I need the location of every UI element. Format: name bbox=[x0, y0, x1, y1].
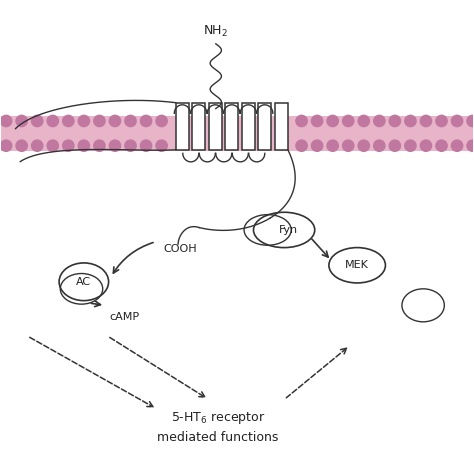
Circle shape bbox=[140, 140, 152, 151]
Circle shape bbox=[32, 140, 43, 151]
Circle shape bbox=[32, 115, 43, 127]
Circle shape bbox=[78, 115, 90, 127]
Circle shape bbox=[467, 115, 474, 127]
Text: MEK: MEK bbox=[345, 260, 369, 270]
Circle shape bbox=[451, 115, 463, 127]
FancyBboxPatch shape bbox=[242, 103, 255, 150]
Circle shape bbox=[327, 140, 338, 151]
Ellipse shape bbox=[402, 289, 444, 322]
Circle shape bbox=[0, 140, 12, 151]
Circle shape bbox=[420, 140, 432, 151]
Circle shape bbox=[140, 115, 152, 127]
Circle shape bbox=[125, 140, 136, 151]
Circle shape bbox=[47, 140, 58, 151]
FancyBboxPatch shape bbox=[209, 103, 222, 150]
Circle shape bbox=[311, 115, 323, 127]
Circle shape bbox=[125, 115, 136, 127]
Circle shape bbox=[327, 115, 338, 127]
Circle shape bbox=[389, 115, 401, 127]
Circle shape bbox=[405, 140, 416, 151]
Text: 5-HT$_6$ receptor: 5-HT$_6$ receptor bbox=[171, 410, 265, 427]
Circle shape bbox=[358, 115, 369, 127]
Text: NH$_2$: NH$_2$ bbox=[203, 24, 228, 39]
Circle shape bbox=[296, 115, 307, 127]
Circle shape bbox=[63, 140, 74, 151]
Circle shape bbox=[467, 140, 474, 151]
FancyBboxPatch shape bbox=[192, 103, 205, 150]
Circle shape bbox=[156, 140, 167, 151]
Circle shape bbox=[94, 140, 105, 151]
Text: mediated functions: mediated functions bbox=[157, 431, 279, 444]
Circle shape bbox=[374, 140, 385, 151]
Circle shape bbox=[63, 115, 74, 127]
Circle shape bbox=[0, 115, 12, 127]
Ellipse shape bbox=[59, 263, 109, 301]
Circle shape bbox=[156, 115, 167, 127]
Circle shape bbox=[358, 140, 369, 151]
Ellipse shape bbox=[329, 247, 385, 283]
Circle shape bbox=[343, 115, 354, 127]
FancyBboxPatch shape bbox=[1, 116, 473, 151]
Circle shape bbox=[16, 115, 27, 127]
FancyBboxPatch shape bbox=[275, 103, 288, 150]
FancyBboxPatch shape bbox=[258, 103, 272, 150]
Text: cAMP: cAMP bbox=[110, 312, 140, 322]
Text: AC: AC bbox=[76, 277, 91, 287]
Circle shape bbox=[451, 140, 463, 151]
Ellipse shape bbox=[254, 212, 315, 247]
Circle shape bbox=[78, 140, 90, 151]
Circle shape bbox=[16, 140, 27, 151]
Circle shape bbox=[109, 115, 120, 127]
Circle shape bbox=[389, 140, 401, 151]
FancyBboxPatch shape bbox=[176, 103, 189, 150]
Circle shape bbox=[436, 115, 447, 127]
Circle shape bbox=[109, 140, 120, 151]
Circle shape bbox=[374, 115, 385, 127]
Circle shape bbox=[405, 115, 416, 127]
Circle shape bbox=[47, 115, 58, 127]
Circle shape bbox=[296, 140, 307, 151]
Circle shape bbox=[311, 140, 323, 151]
Circle shape bbox=[94, 115, 105, 127]
Circle shape bbox=[420, 115, 432, 127]
FancyBboxPatch shape bbox=[225, 103, 238, 150]
Text: Fyn: Fyn bbox=[279, 225, 299, 235]
Circle shape bbox=[436, 140, 447, 151]
Text: COOH: COOH bbox=[164, 244, 197, 254]
Circle shape bbox=[343, 140, 354, 151]
